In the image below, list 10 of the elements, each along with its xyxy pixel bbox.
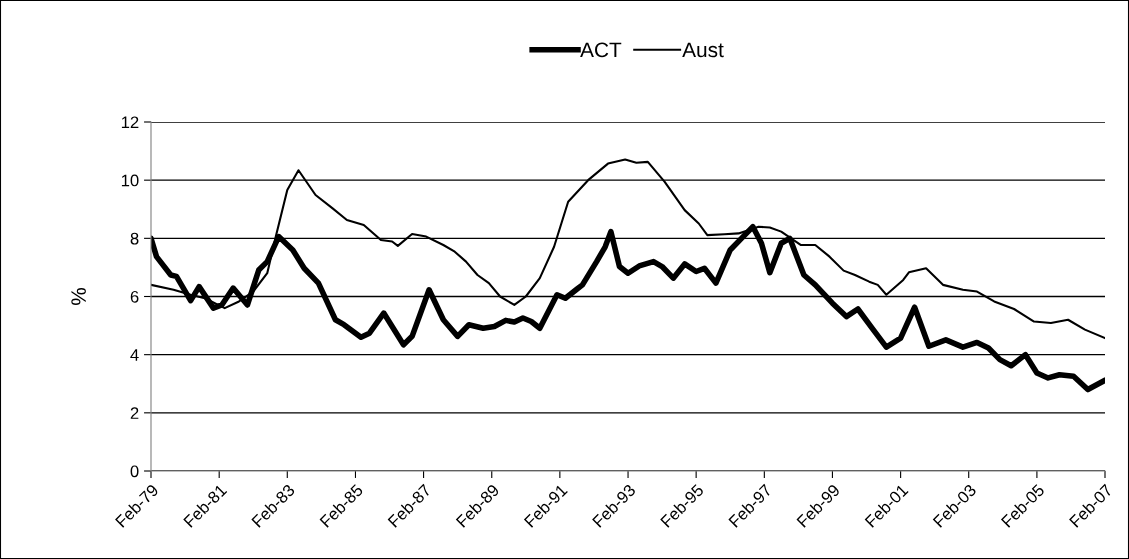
y-tick-label: 8 <box>130 232 139 245</box>
legend-label: Aust <box>682 42 724 58</box>
legend-label: ACT <box>580 42 622 58</box>
y-tick-label: 4 <box>130 349 139 361</box>
y-axis-title: % <box>71 287 86 306</box>
y-tick-label: 6 <box>130 290 139 303</box>
y-tick-label: 2 <box>130 407 139 419</box>
y-tick-label: 12 <box>121 116 139 129</box>
y-tick-label: 0 <box>130 465 139 478</box>
y-tick-label: 10 <box>121 174 139 187</box>
